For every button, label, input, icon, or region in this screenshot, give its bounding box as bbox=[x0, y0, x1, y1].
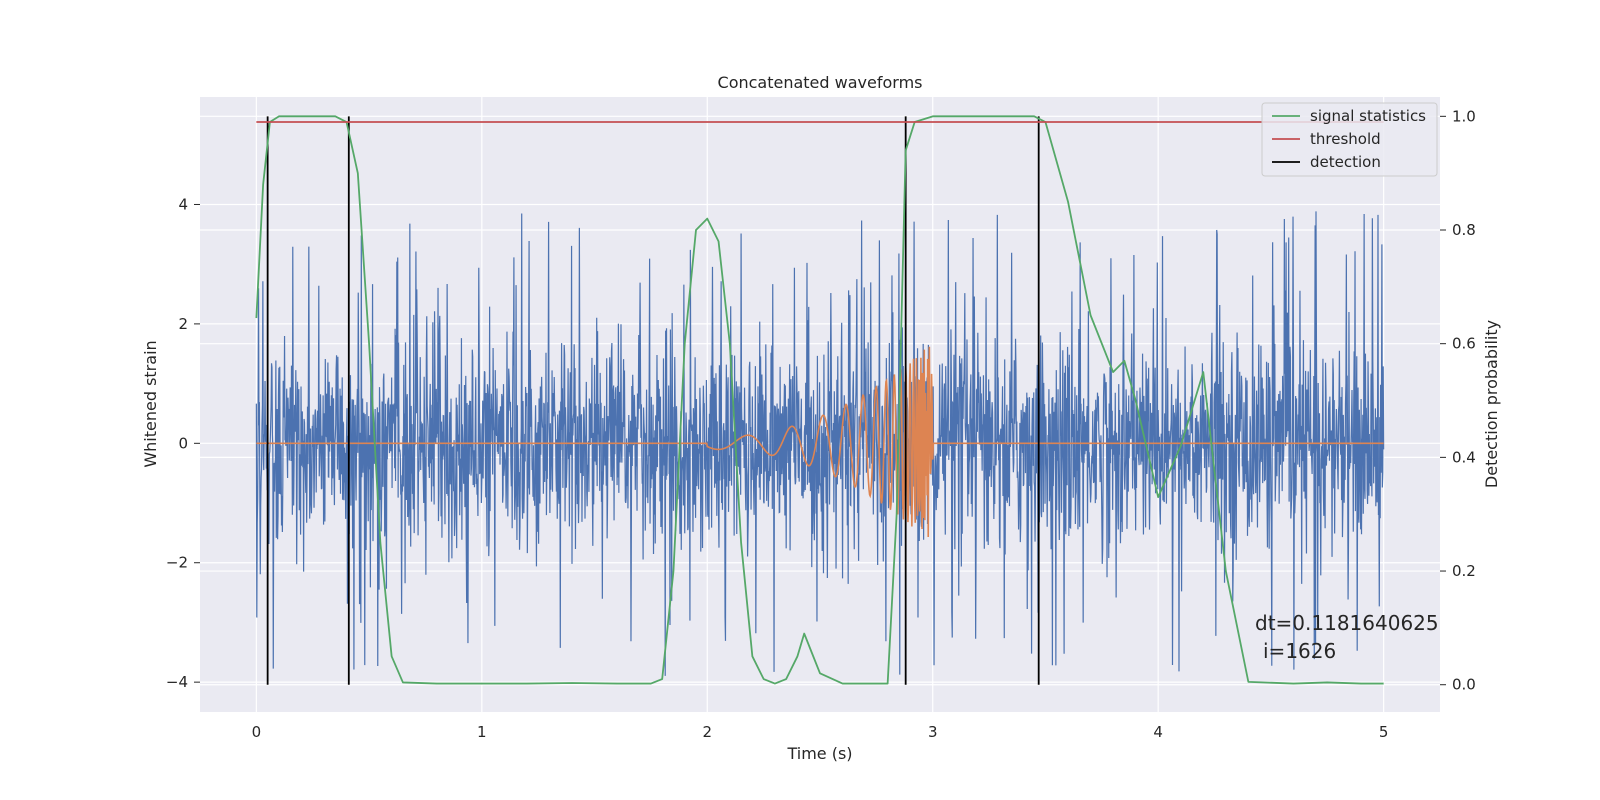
y-tick-label: 2 bbox=[178, 315, 188, 333]
x-tick-label: 4 bbox=[1153, 723, 1163, 741]
y2-tick-label: 0.0 bbox=[1452, 676, 1476, 694]
y2-tick-label: 0.6 bbox=[1452, 335, 1476, 353]
x-tick-label: 2 bbox=[702, 723, 712, 741]
x-axis-label: Time (s) bbox=[786, 744, 852, 763]
legend-entry-threshold: threshold bbox=[1310, 130, 1381, 148]
legend: signal statistics threshold detection bbox=[1261, 102, 1438, 177]
y-tick-label: 4 bbox=[178, 195, 188, 213]
x-tick-label: 3 bbox=[928, 723, 938, 741]
y2-tick-label: 1.0 bbox=[1452, 107, 1476, 125]
y2-tick-label: 0.2 bbox=[1452, 562, 1476, 580]
y2-tick-label: 0.4 bbox=[1452, 448, 1476, 466]
series-layer bbox=[255, 115, 1385, 685]
x-axis-ticks: 0 1 2 3 4 5 bbox=[252, 723, 1389, 741]
series-signal-statistics bbox=[255, 115, 1384, 685]
chart-title: Concatenated waveforms bbox=[718, 73, 923, 92]
x-tick-label: 0 bbox=[252, 723, 262, 741]
y-tick-label: −4 bbox=[166, 673, 188, 691]
series-whitened-strain bbox=[255, 211, 1385, 676]
y-axis-label: Whitened strain bbox=[141, 340, 160, 467]
x-tick-label: 1 bbox=[477, 723, 487, 741]
left-axis-ticks: −4 −2 0 2 4 bbox=[166, 195, 200, 691]
x-tick-label: 5 bbox=[1379, 723, 1389, 741]
y2-axis-label: Detection probability bbox=[1482, 320, 1501, 488]
annotation-dt: dt=0.1181640625 bbox=[1255, 611, 1439, 635]
legend-entry-signal-statistics: signal statistics bbox=[1310, 107, 1426, 125]
right-axis-ticks: 0.0 0.2 0.4 0.6 0.8 1.0 bbox=[1440, 107, 1476, 694]
y2-tick-label: 0.8 bbox=[1452, 221, 1476, 239]
series-injection bbox=[256, 346, 1384, 537]
legend-entry-detection: detection bbox=[1310, 153, 1381, 171]
y-tick-label: −2 bbox=[166, 554, 188, 572]
annotation-i: i=1626 bbox=[1263, 639, 1336, 663]
legend-box bbox=[1261, 102, 1438, 177]
y-tick-label: 0 bbox=[178, 434, 188, 452]
